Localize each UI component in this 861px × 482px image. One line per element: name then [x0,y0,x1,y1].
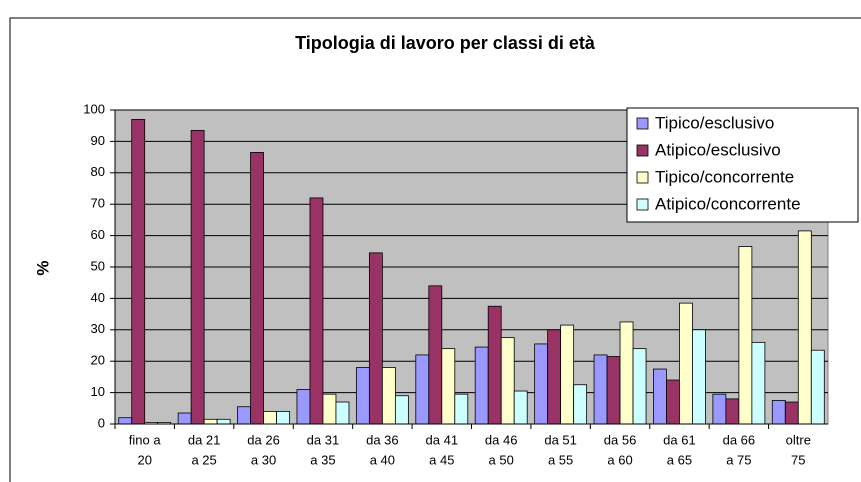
bar [203,418,218,425]
y-tick-label: 90 [91,133,105,148]
legend-swatch [636,198,649,211]
x-tick-label: a 35 [310,452,335,467]
legend-label: Atipico/concorrente [655,194,801,213]
y-axis-label: % [33,260,52,275]
bar [309,197,324,425]
x-tick-label: a 60 [607,452,632,467]
bar [560,324,575,425]
bar [454,393,469,425]
x-tick-label: a 45 [429,452,454,467]
x-tick-label: a 65 [667,452,692,467]
bar [712,393,727,425]
bar [250,151,264,425]
x-tick-label: a 40 [370,452,395,467]
bar [322,393,337,425]
x-tick-label: a 25 [191,452,216,467]
x-tick-label: da 46 [485,432,518,447]
x-tick-label: da 61 [663,432,696,447]
y-tick-label: 60 [91,227,105,242]
legend-label: Tipico/esclusivo [655,113,774,132]
bar [738,246,753,425]
y-tick-label: 30 [91,321,105,336]
x-tick-label: da 36 [366,432,399,447]
bar [573,384,588,425]
bar [428,285,443,425]
bar [237,406,251,425]
bar [725,398,740,425]
bar [547,329,562,425]
bar [797,230,812,425]
y-tick-label: 80 [91,164,105,179]
x-tick-label: 75 [791,452,805,467]
y-tick-label: 50 [91,258,105,273]
bar [415,354,430,425]
bar [487,305,502,425]
bar [276,411,290,425]
bar [190,130,205,425]
bar [810,349,825,425]
bar [679,302,693,425]
legend-swatch [636,171,649,184]
bar [632,348,647,425]
x-tick-label: oltre [786,432,811,447]
bar [606,356,621,425]
bar [335,401,350,425]
bar [216,418,231,425]
x-tick-label: a 55 [548,452,573,467]
y-tick-label: 40 [91,290,105,305]
chart-title: Tipologia di lavoro per classi di età [295,33,596,53]
legend-swatch [636,144,649,157]
x-tick-label: da 26 [247,432,280,447]
x-tick-label: da 56 [604,432,637,447]
bar [474,346,489,425]
y-tick-label: 100 [83,101,105,116]
x-tick-label: da 51 [544,432,577,447]
bar [381,367,396,425]
x-tick-label: a 50 [489,452,514,467]
legend-label: Atipico/esclusivo [655,140,781,159]
bar [394,395,409,425]
legend-label: Tipico/concorrente [655,167,794,186]
bar [534,343,549,425]
x-tick-label: da 41 [426,432,459,447]
bar [653,368,667,425]
x-tick-label: a 75 [726,452,751,467]
bar [296,389,311,425]
y-tick-label: 20 [91,353,105,368]
bar [771,400,786,425]
bar [784,401,799,425]
bar [441,348,456,425]
bar [593,354,608,425]
x-tick-label: da 66 [723,432,756,447]
bar [666,379,680,425]
x-tick-label: a 30 [251,452,276,467]
bar [118,417,133,425]
legend-swatch [636,117,649,130]
x-tick-label: 20 [137,452,151,467]
x-tick-label: da 31 [307,432,340,447]
bar [177,412,192,425]
y-tick-label: 10 [91,384,105,399]
y-tick-label: 70 [91,196,105,211]
legend [626,107,859,223]
bar [619,321,634,425]
bar [692,329,706,425]
x-tick-label: fino a [129,432,162,447]
bar [500,337,515,425]
bar [263,411,277,425]
bar [355,367,370,425]
bar [131,119,146,425]
bar [368,252,383,425]
bar [513,390,528,425]
y-tick-label: 0 [98,415,105,430]
x-tick-label: da 21 [188,432,221,447]
bar [751,341,766,425]
